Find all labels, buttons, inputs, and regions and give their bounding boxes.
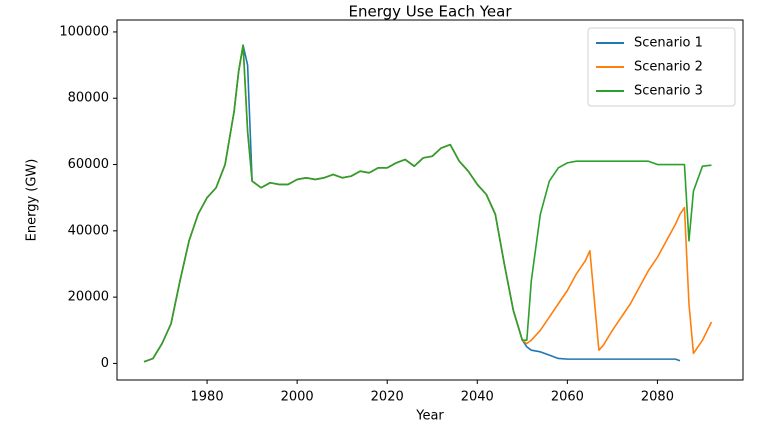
x-tick-label: 2080	[641, 390, 674, 405]
legend-box	[587, 27, 736, 107]
y-tick-label: 0	[101, 356, 109, 371]
x-tick-label: 2040	[461, 390, 494, 405]
y-tick-label: 100000	[59, 24, 109, 39]
y-tick-label: 40000	[68, 223, 109, 238]
legend-label: Scenario 2	[634, 60, 703, 75]
y-tick-label: 20000	[68, 290, 109, 305]
chart-title: Energy Use Each Year	[348, 3, 512, 21]
x-tick-label: 1980	[191, 390, 224, 405]
legend-label: Scenario 3	[634, 84, 703, 99]
x-axis-label: Year	[415, 409, 444, 424]
y-tick-label: 60000	[68, 157, 109, 172]
plot-frame	[116, 19, 744, 381]
legend-label: Scenario 1	[634, 36, 703, 51]
series-line	[143, 44, 712, 363]
y-tick-label: 80000	[68, 91, 109, 106]
x-tick-label: 2060	[551, 390, 584, 405]
x-tick-label: 2000	[281, 390, 314, 405]
y-axis-label: Energy (GW)	[25, 159, 40, 242]
x-tick-label: 2020	[371, 390, 404, 405]
